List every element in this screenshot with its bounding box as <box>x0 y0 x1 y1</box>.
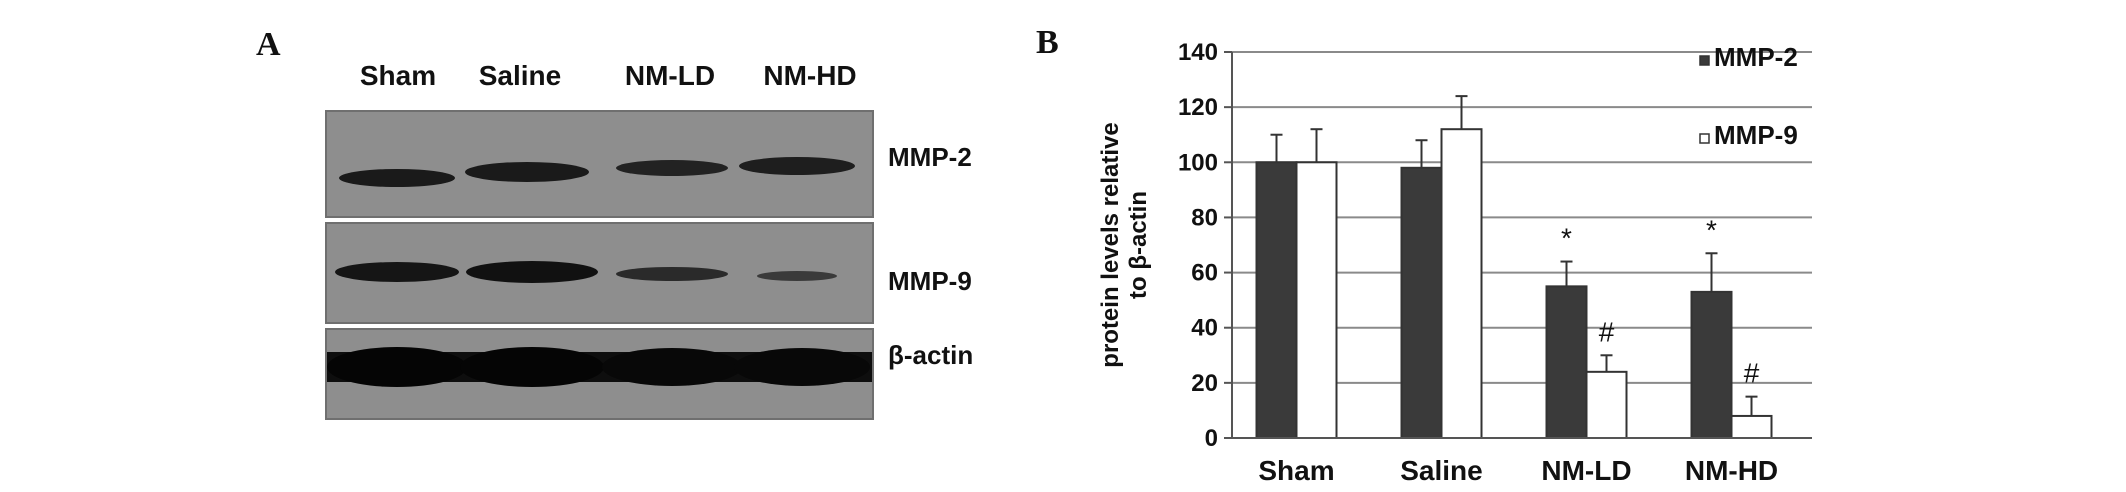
x-category-label: NM-HD <box>1685 455 1778 486</box>
bar-mmp-9-nm-hd <box>1730 414 1773 440</box>
legend-swatch <box>1699 133 1710 144</box>
y-tick-label: 40 <box>1191 315 1218 342</box>
lane-label-nm-hd: NM-HD <box>763 60 857 91</box>
blot-strip-mmp9 <box>325 222 874 324</box>
y-tick-label: 140 <box>1178 39 1218 66</box>
bar-mmp-9-saline <box>1440 128 1483 439</box>
legend-swatch <box>1699 55 1710 66</box>
y-axis-label-line1: protein levels relative <box>1097 122 1124 367</box>
bar-mmp-2-nm-hd <box>1690 290 1733 439</box>
x-category-label: Sham <box>1258 455 1334 486</box>
lane-label-nm-ld: NM-LD <box>624 60 716 91</box>
bar-mmp-2-nm-ld <box>1545 285 1588 439</box>
x-category-labels: Sham Saline NM-LD NM-HD <box>1258 455 1778 486</box>
bar-mmp-2-sham <box>1255 161 1298 440</box>
y-tick-labels: 0 20 40 60 80 100 120 140 <box>1178 39 1218 452</box>
y-tick-label: 80 <box>1191 204 1218 231</box>
bar-mmp-9-nm-ld <box>1585 370 1628 440</box>
y-tick-label: 0 <box>1205 425 1218 452</box>
row-label-mmp9: MMP-9 <box>888 266 972 296</box>
legend-label: MMP-2 <box>1714 42 1798 72</box>
significance-mark: # <box>1599 316 1615 347</box>
axes <box>1224 51 1812 439</box>
lane-label-saline: Saline <box>478 60 562 91</box>
bar-mmp-9-sham <box>1295 161 1338 440</box>
row-label-actin: β-actin <box>888 340 974 370</box>
y-tick-label: 100 <box>1178 149 1218 176</box>
significance-mark: * <box>1561 223 1572 254</box>
significance-annotations: * # * # <box>1561 214 1760 388</box>
y-tick-label: 60 <box>1191 260 1218 287</box>
y-tick-label: 20 <box>1191 370 1218 397</box>
blot-bands-mmp2 <box>339 157 855 187</box>
legend: MMP-2 MMP-9 <box>1699 42 1798 150</box>
y-tick-label: 120 <box>1178 94 1218 121</box>
y-axis-label-line2: to β-actin <box>1125 191 1152 299</box>
blot-strip-actin <box>325 328 874 420</box>
significance-mark: * <box>1706 214 1717 245</box>
x-category-label: NM-LD <box>1541 455 1631 486</box>
legend-label: MMP-9 <box>1714 120 1798 150</box>
panel-b-letter: B <box>1036 24 1059 61</box>
blot-bands-actin <box>327 347 872 387</box>
x-category-label: Saline <box>1400 455 1482 486</box>
blot-bands-mmp9 <box>335 261 837 283</box>
panel-a-letter: A <box>256 26 281 63</box>
significance-mark: # <box>1744 358 1760 389</box>
lane-label-sham: Sham <box>359 60 437 91</box>
row-label-mmp2: MMP-2 <box>888 142 972 172</box>
blot-strip-mmp2 <box>325 110 874 218</box>
bars <box>1255 95 1773 440</box>
bar-mmp-2-saline <box>1400 166 1443 440</box>
